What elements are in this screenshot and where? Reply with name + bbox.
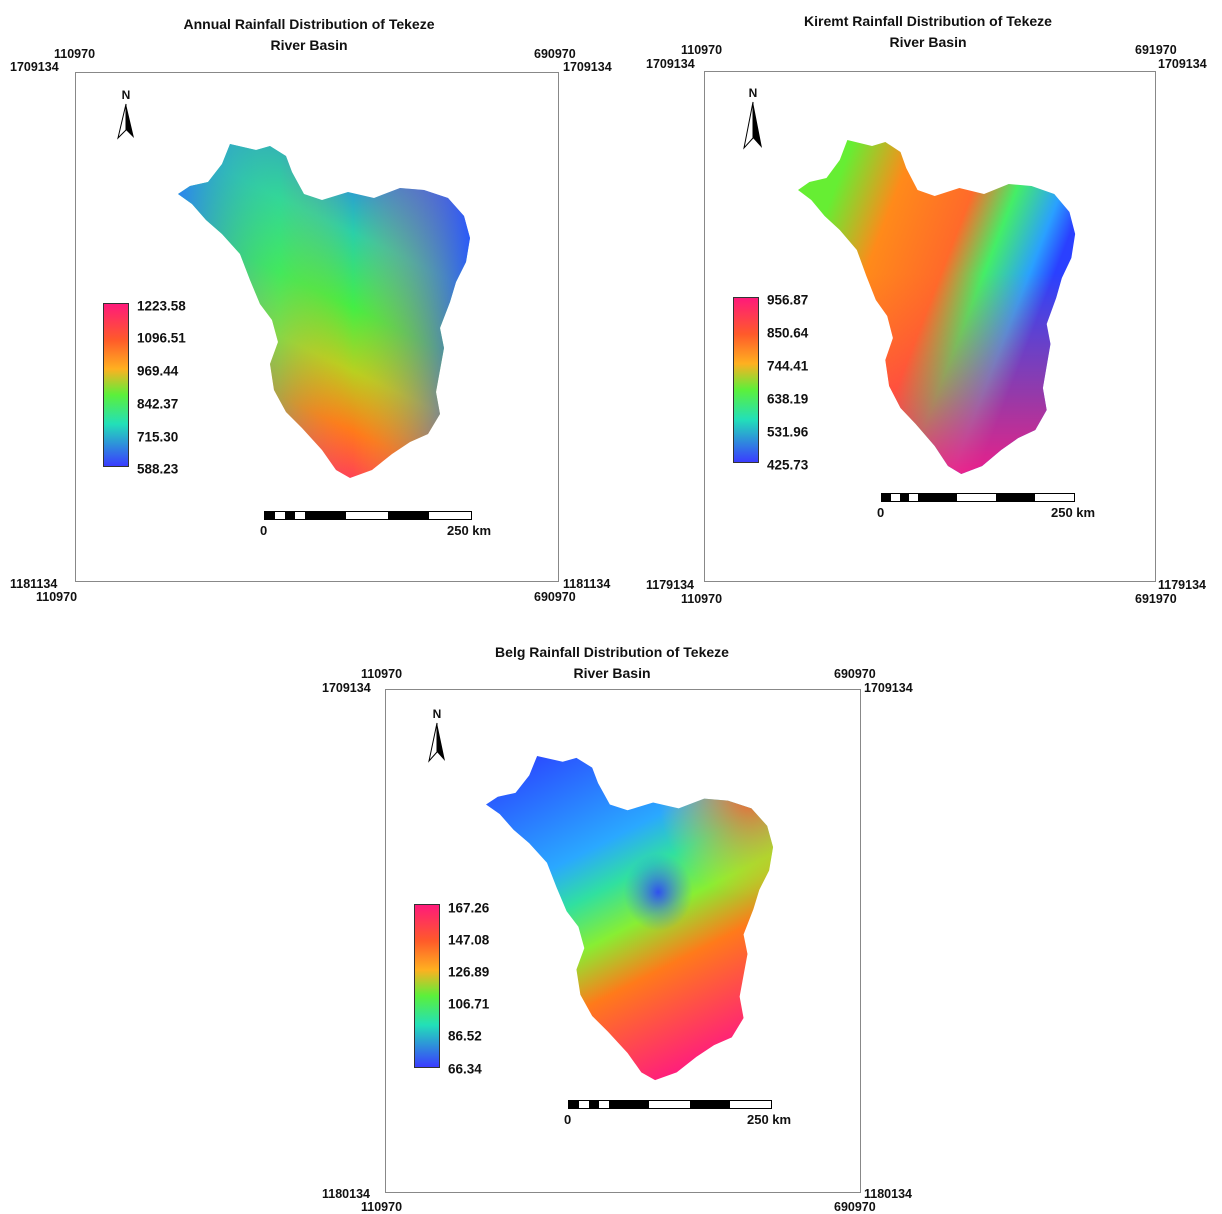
north-arrow: N — [116, 88, 136, 140]
scale-segments — [568, 1100, 772, 1109]
north-arrow: N — [427, 707, 447, 763]
legend-label-4: 715.30 — [137, 429, 179, 445]
legend-label-3: 106.71 — [448, 996, 490, 1012]
scale-bar: 0 250 km — [877, 493, 1111, 523]
north-arrow-icon — [428, 722, 445, 763]
coord-top-left-x: 110970 — [54, 47, 96, 61]
coord-bottom-right-y: 1179134 — [1158, 578, 1206, 592]
scale-start-label: 0 — [564, 1112, 572, 1127]
coord-bottom-right-x: 690970 — [534, 590, 576, 604]
title-line1: Kiremt Rainfall Distribution of Tekeze — [804, 13, 1052, 29]
scale-bar: 0 250 km — [564, 1100, 808, 1130]
north-arrow: N — [743, 86, 763, 150]
coord-bottom-left-x: 110970 — [681, 592, 723, 606]
legend-label-3: 638.19 — [767, 391, 809, 407]
legend: 167.26 147.08 126.89 106.71 86.52 66.34 — [414, 900, 524, 1077]
coord-top-right-y: 1709134 — [864, 681, 913, 695]
scale-end-label: 250 km — [447, 523, 492, 538]
coord-top-right-y: 1709134 — [563, 60, 612, 74]
scale-bar: 0 250 km — [260, 511, 504, 541]
legend-label-2: 969.44 — [137, 363, 179, 379]
basin-map — [178, 144, 470, 478]
map-title: Kiremt Rainfall Distribution of Tekeze R… — [804, 11, 1052, 53]
legend-color-ramp — [733, 297, 759, 463]
legend-label-4: 86.52 — [448, 1028, 482, 1044]
legend: 1223.58 1096.51 969.44 842.37 715.30 588… — [103, 299, 213, 477]
title-line1: Belg Rainfall Distribution of Tekeze — [495, 644, 729, 660]
north-label: N — [432, 707, 442, 721]
coord-top-right-x: 691970 — [1135, 43, 1177, 57]
legend-label-3: 842.37 — [137, 396, 179, 412]
coord-top-right-x: 690970 — [834, 667, 876, 681]
title-line2: River Basin — [889, 34, 967, 50]
legend-color-ramp — [103, 303, 129, 467]
scale-end-label: 250 km — [747, 1112, 792, 1127]
legend-label-1: 850.64 — [767, 325, 809, 341]
legend-label-5: 588.23 — [137, 461, 179, 477]
coord-bottom-left-y: 1181134 — [10, 577, 58, 591]
coord-bottom-right-y: 1180134 — [864, 1187, 912, 1201]
coord-top-left-x: 110970 — [361, 667, 403, 681]
scale-segments — [881, 493, 1075, 502]
coord-bottom-right-x: 691970 — [1135, 592, 1177, 606]
legend-label-1: 147.08 — [448, 932, 490, 948]
scale-start-label: 0 — [260, 523, 268, 538]
legend-label-5: 66.34 — [448, 1061, 482, 1077]
north-label: N — [121, 88, 131, 102]
north-arrow-icon — [117, 103, 134, 140]
coord-bottom-left-x: 110970 — [36, 590, 78, 604]
coord-top-left-y: 1709134 — [10, 60, 59, 74]
scale-segments — [264, 511, 472, 520]
legend-label-0: 1223.58 — [137, 298, 186, 314]
legend-label-4: 531.96 — [767, 424, 809, 440]
coord-top-left-y: 1709134 — [322, 681, 371, 695]
map-title: Belg Rainfall Distribution of Tekeze Riv… — [495, 642, 729, 684]
coord-bottom-left-y: 1180134 — [322, 1187, 370, 1201]
coord-top-right-x: 690970 — [534, 47, 576, 61]
title-line2: River Basin — [270, 37, 348, 53]
map-title: Annual Rainfall Distribution of Tekeze R… — [184, 14, 435, 56]
north-label: N — [748, 86, 758, 100]
coord-top-left-y: 1709134 — [646, 57, 695, 71]
title-line1: Annual Rainfall Distribution of Tekeze — [183, 16, 435, 32]
basin-map — [486, 755, 774, 1081]
coord-bottom-left-y: 1179134 — [646, 578, 694, 592]
coord-bottom-right-y: 1181134 — [563, 577, 611, 591]
legend-label-0: 956.87 — [767, 292, 809, 308]
legend-color-ramp — [414, 904, 440, 1068]
coord-bottom-right-x: 690970 — [834, 1200, 876, 1214]
legend-label-2: 744.41 — [767, 358, 809, 374]
coord-top-left-x: 110970 — [681, 43, 723, 57]
legend-label-1: 1096.51 — [137, 330, 186, 346]
coord-top-right-y: 1709134 — [1158, 57, 1207, 71]
legend-label-0: 167.26 — [448, 900, 490, 916]
legend-label-2: 126.89 — [448, 964, 490, 980]
title-line2: River Basin — [573, 665, 651, 681]
north-arrow-icon — [743, 101, 762, 150]
coord-bottom-left-x: 110970 — [361, 1200, 403, 1214]
scale-start-label: 0 — [877, 505, 885, 520]
scale-end-label: 250 km — [1051, 505, 1096, 520]
legend: 956.87 850.64 744.41 638.19 531.96 425.7… — [733, 293, 843, 473]
legend-label-5: 425.73 — [767, 457, 809, 473]
